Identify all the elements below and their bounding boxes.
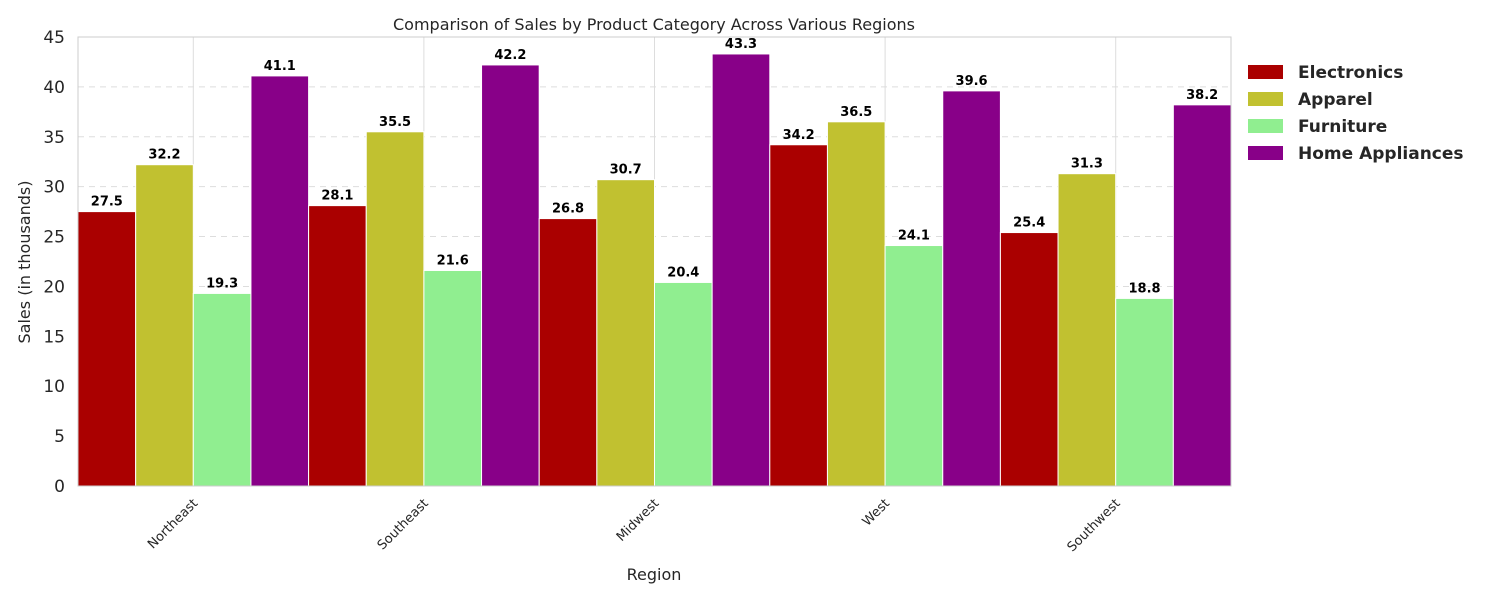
x-tick-label: West [860, 496, 893, 529]
y-axis-label: Sales (in thousands) [15, 181, 34, 344]
legend-swatch [1248, 146, 1283, 160]
legend-swatch [1248, 65, 1283, 79]
bar [192, 292, 252, 487]
bar [711, 53, 771, 487]
bar [308, 205, 367, 487]
bar-value-label: 19.3 [206, 276, 238, 291]
bars [77, 53, 1232, 487]
y-tick-label: 5 [54, 427, 65, 447]
x-tick-label: Midwest [614, 496, 663, 545]
bar [250, 75, 310, 487]
bar [77, 211, 137, 487]
bar-value-label: 27.5 [91, 195, 123, 210]
bar-value-label: 43.3 [725, 37, 757, 52]
bar [1172, 104, 1232, 487]
bar-value-label: 21.6 [437, 253, 469, 268]
bar-labels: 27.5 32.2 19.3 41.1 28.1 35.5 21.6 42.2 26.8 30.7… [91, 37, 1218, 296]
bar [135, 164, 194, 487]
x-axis-label: Region [627, 565, 682, 584]
y-tick-label: 30 [43, 178, 65, 198]
bar-value-label: 31.3 [1071, 157, 1103, 172]
bar-value-label: 42.2 [494, 48, 526, 63]
y-tick-label: 10 [43, 377, 65, 397]
bar-value-label: 24.1 [898, 229, 930, 244]
plot-frame [77, 36, 1232, 487]
legend-swatch [1248, 92, 1283, 106]
x-tick-label: Southeast [375, 496, 432, 553]
legend-label: Home Appliances [1298, 144, 1464, 164]
bar-value-label: 32.2 [148, 148, 180, 163]
legend-label: Electronics [1298, 63, 1403, 83]
bar-value-label: 34.2 [783, 128, 815, 143]
legend: Electronics Apparel Furniture Home Applianc… [1248, 63, 1464, 164]
y-tick-label: 20 [43, 277, 65, 297]
legend-label: Apparel [1298, 90, 1373, 110]
bar [1115, 297, 1174, 487]
bar-value-label: 28.1 [321, 189, 353, 204]
bar-value-label: 39.6 [956, 74, 988, 89]
bar [596, 179, 655, 487]
bar [481, 64, 540, 487]
bar-value-label: 30.7 [610, 163, 642, 178]
bar-value-label: 36.5 [840, 105, 872, 120]
bar [538, 218, 598, 487]
bar [884, 245, 944, 487]
y-tick-label: 40 [43, 78, 65, 98]
y-axis-ticks: 0 5 10 15 20 25 30 35 40 45 [43, 28, 65, 497]
bar-value-label: 35.5 [379, 115, 411, 130]
y-tick-label: 35 [43, 128, 65, 148]
bar-value-label: 38.2 [1186, 88, 1218, 103]
y-tick-label: 15 [43, 327, 65, 347]
bar-value-label: 26.8 [552, 202, 584, 217]
legend-swatch [1248, 119, 1283, 133]
bar-value-label: 18.8 [1128, 281, 1160, 296]
bar-value-label: 41.1 [264, 59, 296, 74]
x-tick-label: Northeast [145, 496, 201, 552]
y-tick-label: 45 [43, 28, 65, 48]
chart-title: Comparison of Sales by Product Category … [393, 15, 915, 34]
x-axis-ticks: Northeast Southeast Midwest West Southwest [145, 496, 1123, 555]
bar-value-label: 25.4 [1013, 216, 1045, 231]
bar [654, 281, 713, 487]
y-tick-label: 0 [54, 477, 65, 497]
x-tick-label: Southwest [1065, 496, 1124, 555]
bar [423, 269, 483, 487]
bar [999, 232, 1059, 487]
bar [365, 131, 425, 487]
bar [1057, 173, 1117, 487]
legend-label: Furniture [1298, 117, 1387, 137]
y-tick-label: 25 [43, 228, 65, 248]
bar [942, 90, 1001, 487]
bar-value-label: 20.4 [667, 265, 699, 280]
bar [769, 144, 828, 487]
bar [826, 121, 886, 487]
